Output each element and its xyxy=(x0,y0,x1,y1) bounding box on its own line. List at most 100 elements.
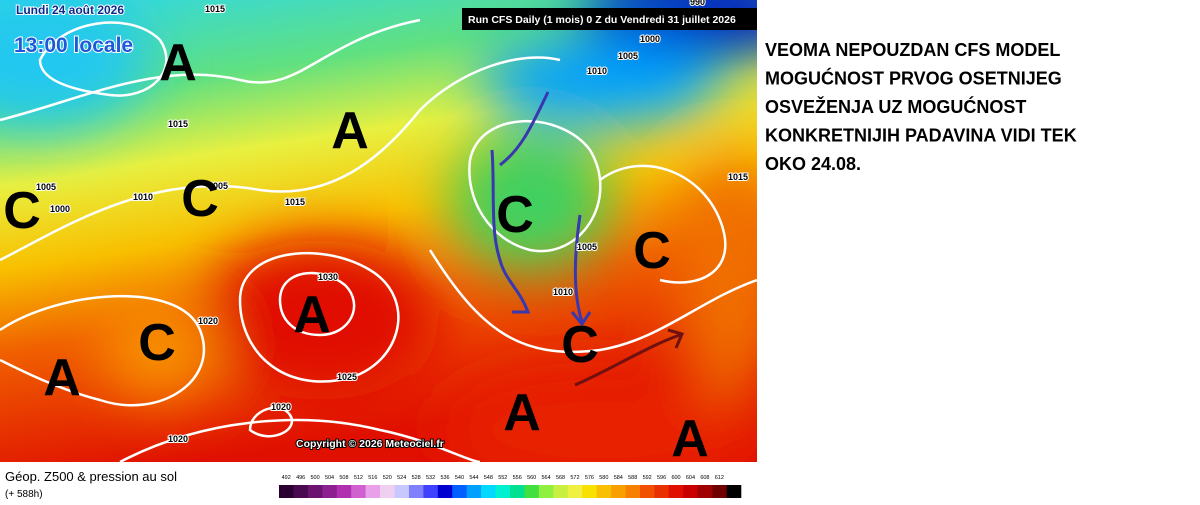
isobar-label: 1005 xyxy=(36,182,56,192)
colorbar-label: 492 xyxy=(282,475,291,481)
map-time: 13:00 locale xyxy=(14,34,133,57)
colorbar-swatch xyxy=(625,485,641,498)
colorbar-swatch xyxy=(293,485,309,498)
colorbar: 492 496 500 504 508 512 516 520 524 528 532 536 540 5… xyxy=(279,475,742,498)
colorbar-label: 500 xyxy=(311,475,320,481)
colorbar-swatch xyxy=(639,485,655,498)
colorbar-swatch xyxy=(322,485,338,498)
colorbar-swatch xyxy=(668,485,684,498)
colorbar-label: 544 xyxy=(469,475,478,481)
colorbar-swatch xyxy=(423,485,439,498)
colorbar-label: 580 xyxy=(599,475,608,481)
colorbar-swatch xyxy=(654,485,670,498)
isobar-line xyxy=(0,56,561,262)
colorbar-swatch xyxy=(553,485,569,498)
colorbar-swatch xyxy=(582,485,597,498)
forecast-arrows xyxy=(490,91,592,327)
pressure-center: C xyxy=(138,314,176,372)
map: 1015101510051000101010051015990100010051… xyxy=(0,0,757,468)
isobar-label: 1005 xyxy=(208,181,228,191)
colorbar-swatch xyxy=(466,485,482,498)
pressure-center: C xyxy=(3,182,41,240)
colorbar-swatch xyxy=(726,485,742,498)
arrow xyxy=(490,149,531,314)
isobar-label: 1010 xyxy=(587,66,607,76)
isobar-line xyxy=(599,164,727,284)
colorbar-label: 536 xyxy=(440,475,449,481)
colorbar-swatch xyxy=(697,485,713,498)
isobar-label: 1000 xyxy=(50,204,70,214)
isobar-label: 1015 xyxy=(205,4,225,14)
colorbar-label: 608 xyxy=(700,475,709,481)
colorbar-label: 568 xyxy=(556,475,565,481)
blob xyxy=(440,370,757,462)
note-line: OSVEŽENJA UZ MOGUĆNOST xyxy=(765,96,1026,117)
isobar-label: 1015 xyxy=(168,119,188,129)
colorbar-swatch xyxy=(611,485,626,498)
isobar-label: 1020 xyxy=(271,402,291,412)
colorbar-swatch xyxy=(567,485,583,498)
isobar-label: 1020 xyxy=(198,316,218,326)
pressure-center: A xyxy=(43,349,81,407)
pressure-center: C xyxy=(633,222,671,280)
isobar-label: 1020 xyxy=(168,434,188,444)
colorbar-label: 596 xyxy=(657,475,666,481)
note-line: KONKRETNIJIH PADAVINA VIDI TEK xyxy=(765,126,1077,146)
colorbar-swatch xyxy=(408,485,424,498)
run-banner xyxy=(462,8,757,30)
pressure-center: C xyxy=(561,316,599,374)
colorbar-label: 576 xyxy=(585,475,594,481)
colorbar-swatch xyxy=(380,485,395,498)
blob xyxy=(450,130,610,270)
colorbar-label: 584 xyxy=(614,475,623,481)
run-info: Run CFS Daily (1 mois) 0 Z du Vendredi 3… xyxy=(468,14,736,26)
colorbar-label: 564 xyxy=(542,475,551,481)
colorbar-label: 612 xyxy=(715,475,724,481)
colorbar-swatch xyxy=(683,485,698,498)
isobar-label: 1015 xyxy=(728,172,748,182)
isobar-line xyxy=(468,120,602,253)
blob xyxy=(100,300,220,400)
colorbar-label: 540 xyxy=(455,475,464,481)
colorbar-swatch xyxy=(394,485,410,498)
note-line: VEOMA NEPOUZDAN CFS MODEL xyxy=(765,40,1060,60)
colorbar-label: 560 xyxy=(527,475,536,481)
isobar-label: 1010 xyxy=(133,192,153,202)
colorbar-label: 588 xyxy=(628,475,637,481)
colorbar-label: 572 xyxy=(570,475,579,481)
colorbar-swatch xyxy=(336,485,352,498)
colorbar-label: 512 xyxy=(354,475,363,481)
pressure-center: A xyxy=(331,102,369,160)
colorbar-swatch xyxy=(510,485,525,498)
colorbar-label: 524 xyxy=(397,475,406,481)
isobar-line xyxy=(38,21,168,97)
colorbar-label: 604 xyxy=(686,475,695,481)
isobar-label: 1010 xyxy=(553,287,573,297)
blob xyxy=(480,35,720,125)
isobar-label: 1005 xyxy=(577,242,597,252)
isobar-line xyxy=(0,18,421,122)
colorbar-swatch xyxy=(495,485,511,498)
colorbar-swatch xyxy=(596,485,612,498)
colorbar-swatch xyxy=(365,485,381,498)
colorbar-label: 504 xyxy=(325,475,334,481)
note: VEOMA NEPOUZDAN CFS MODEL MOGUĆNOST PRVOG… xyxy=(765,40,1077,174)
pressure-center: C xyxy=(496,186,534,244)
colorbar-label: 552 xyxy=(498,475,507,481)
isobar-line xyxy=(119,418,481,462)
isobars xyxy=(0,18,757,462)
isobar-label: 990 xyxy=(690,0,705,7)
colorbar-label: 556 xyxy=(513,475,522,481)
arrow xyxy=(499,91,550,167)
colorbar-swatch xyxy=(538,485,554,498)
colorbar-swatch xyxy=(452,485,467,498)
colorbar-swatch xyxy=(279,485,294,498)
copyright: Copyright © 2026 Meteociel.fr xyxy=(296,438,444,450)
pressure-center: A xyxy=(671,410,709,468)
colorbar-swatch xyxy=(351,485,366,498)
colorbar-swatch xyxy=(307,485,323,498)
isobar-label: 1030 xyxy=(318,272,338,282)
isobar-line xyxy=(428,249,757,354)
